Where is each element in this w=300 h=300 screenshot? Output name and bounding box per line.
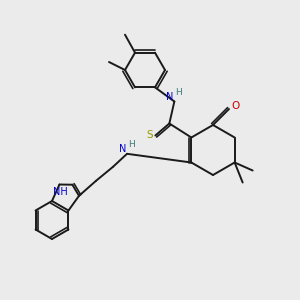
Text: O: O: [231, 101, 239, 111]
Text: S: S: [146, 130, 153, 140]
Text: NH: NH: [53, 187, 68, 196]
Text: N: N: [166, 92, 173, 101]
Text: N: N: [119, 144, 127, 154]
Text: H: H: [175, 88, 182, 97]
Text: H: H: [128, 140, 134, 149]
